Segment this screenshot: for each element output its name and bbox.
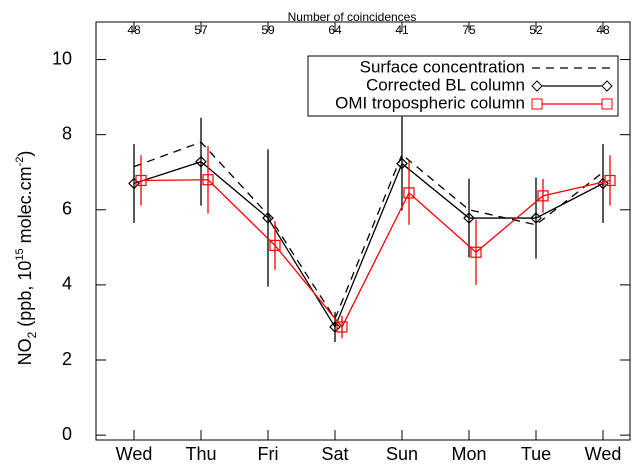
y-title-part: 2	[25, 331, 39, 338]
legend-marker	[531, 80, 543, 92]
x-tick-label: Wed	[585, 444, 622, 464]
x-tick-label: Sat	[321, 444, 348, 464]
series-line	[133, 160, 604, 329]
x-tick-label: Sun	[386, 444, 418, 464]
marker	[604, 174, 616, 187]
marker	[135, 174, 147, 187]
marker	[403, 187, 415, 199]
marker	[470, 246, 482, 258]
x-tick-label: Fri	[258, 444, 279, 464]
top-tick-label: 75	[462, 23, 476, 37]
series-line	[133, 141, 604, 321]
marker	[128, 177, 140, 190]
top-tick-label: 41	[395, 23, 409, 37]
top-tick-label: 48	[596, 23, 610, 37]
y-title-part: (ppb, 10	[15, 261, 35, 332]
x-tick-label: Thu	[185, 444, 216, 464]
y-title-part: )	[15, 151, 35, 157]
y-title-part: NO	[15, 338, 35, 365]
x-tick-label: Mon	[451, 444, 486, 464]
marker	[537, 190, 549, 202]
top-tick-label: 48	[127, 23, 141, 37]
legend-marker	[531, 98, 543, 110]
x-tick-label: Tue	[521, 444, 551, 464]
top-tick-label: 64	[328, 23, 342, 37]
marker	[530, 212, 542, 224]
x-tick-label: Wed	[116, 444, 153, 464]
marker	[329, 321, 341, 333]
y-title-part: molec.cm	[15, 166, 35, 248]
top-tick-label: 59	[261, 23, 275, 37]
y-tick-label: 10	[52, 48, 72, 68]
y-title-part: -2	[14, 157, 26, 167]
series-line	[140, 179, 611, 329]
y-tick-label: 6	[62, 199, 72, 219]
marker	[202, 174, 214, 186]
legend-label: OMI tropospheric column	[335, 93, 525, 112]
legend-label: Corrected BL column	[366, 75, 525, 94]
y-tick-label: 4	[62, 274, 72, 294]
marker	[463, 212, 475, 224]
top-tick-label: 52	[529, 23, 543, 37]
y-tick-label: 8	[62, 123, 72, 143]
legend-label: Surface concentration	[360, 57, 525, 76]
marker	[262, 212, 274, 224]
top-axis-title: Number of coincidences	[288, 10, 417, 24]
marker	[195, 155, 207, 168]
plot-frame	[95, 21, 631, 441]
legend-marker	[601, 98, 613, 110]
y-tick-label: 0	[62, 424, 72, 444]
marker	[269, 239, 281, 252]
marker	[336, 321, 348, 333]
y-axis-title: NO2 (ppb, 1015 molec.cm-2)	[14, 151, 39, 366]
y-title-part: 15	[14, 248, 26, 260]
top-tick-label: 57	[194, 23, 208, 37]
marker	[396, 157, 408, 170]
legend-marker	[601, 80, 613, 92]
y-tick-label: 2	[62, 349, 72, 369]
